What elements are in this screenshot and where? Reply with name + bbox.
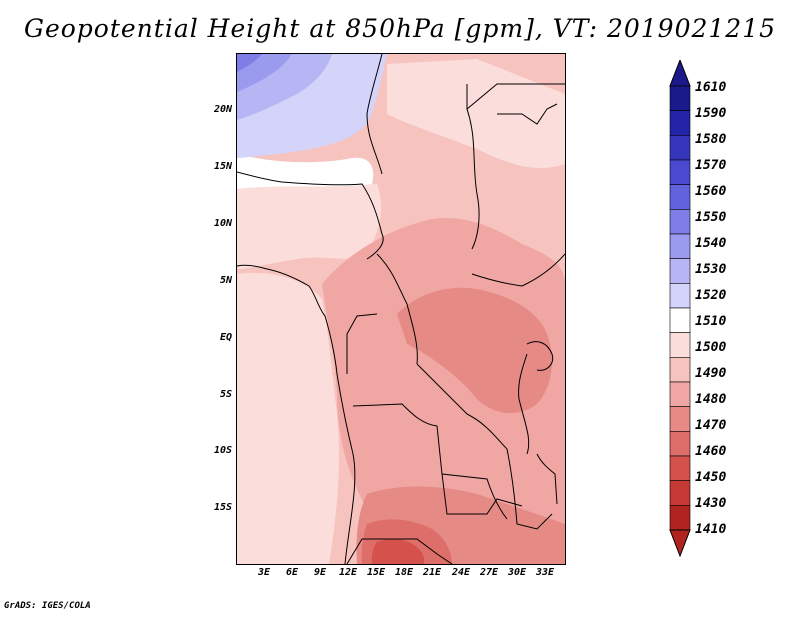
colorbar-label: 1580 [695, 132, 727, 147]
field-1450 [371, 538, 425, 564]
tanzania-border [506, 448, 553, 530]
lat-label-10n: 10N [213, 218, 232, 229]
field-1500-northeast [387, 59, 565, 169]
field-1470-central [397, 287, 553, 414]
colorbar-label: 1480 [695, 392, 727, 407]
map-panel [236, 53, 566, 565]
colorbar-label: 1570 [695, 158, 727, 173]
colorbar-label: 1560 [695, 184, 727, 199]
lon-label-27e: 27E [479, 567, 499, 578]
geopotential-field [237, 54, 565, 564]
lon-label-12e: 12E [338, 567, 358, 578]
lat-label-15s: 15S [213, 502, 232, 513]
lon-label-15e: 15E [366, 567, 386, 578]
lon-label-30e: 30E [507, 567, 527, 578]
lake-tanganyika [518, 353, 530, 455]
colorbar-label: 1430 [695, 496, 727, 511]
colorbar-label: 1470 [695, 418, 727, 433]
colorbar-top-arrow [669, 60, 691, 87]
field-1500-north [237, 174, 382, 269]
lat-label-eq: EQ [219, 332, 232, 343]
lake-malawi [536, 453, 558, 505]
ethiopia-border [497, 103, 558, 125]
gabon-border [346, 313, 378, 374]
colorbar-label: 1410 [695, 522, 727, 537]
colorbar [669, 60, 691, 558]
colorbar-segment [669, 110, 691, 136]
congo-border [416, 363, 508, 450]
colorbar-label: 1610 [695, 80, 727, 95]
colorbar-segment [669, 480, 691, 506]
field-1500-west [237, 272, 340, 564]
angola-border [352, 403, 508, 520]
lon-label-6e: 6E [285, 567, 299, 578]
east-border [471, 253, 565, 287]
lat-label-5n: 5N [219, 275, 232, 286]
colorbar-segment [669, 431, 691, 457]
sahel-border [237, 171, 384, 260]
colorbar-label: 1460 [695, 444, 727, 459]
colorbar-segment [669, 332, 691, 358]
colorbar-label: 1490 [695, 366, 727, 381]
colorbar-segment [669, 233, 691, 259]
colorbar-label: 1500 [695, 340, 727, 355]
lon-label-9e: 9E [313, 567, 327, 578]
country-borders [237, 54, 565, 564]
colorbar-segments [669, 85, 691, 531]
lon-label-33e: 33E [535, 567, 555, 578]
lon-label-21e: 21E [422, 567, 442, 578]
colorbar-segment [669, 406, 691, 432]
colorbar-segment [669, 258, 691, 284]
colorbar-label: 1590 [695, 106, 727, 121]
lon-label-3e: 3E [257, 567, 271, 578]
colorbar-segment [669, 307, 691, 333]
colorbar-segment [669, 283, 691, 309]
zambia-border [441, 473, 523, 515]
colorbar-segment [669, 184, 691, 210]
colorbar-label: 1550 [695, 210, 727, 225]
colorbar-label: 1510 [695, 314, 727, 329]
colorbar-segment [669, 135, 691, 161]
colorbar-label: 1530 [695, 262, 727, 277]
colorbar-label: 1450 [695, 470, 727, 485]
colorbar-segment [669, 455, 691, 481]
colorbar-label: 1520 [695, 288, 727, 303]
west-coastline [237, 264, 356, 564]
lon-label-24e: 24E [451, 567, 471, 578]
footer-credit: GrADS: IGES/COLA [4, 601, 91, 611]
colorbar-segment [669, 159, 691, 185]
colorbar-segment [669, 209, 691, 235]
field-1480 [322, 218, 565, 533]
lake-victoria [526, 341, 554, 371]
namibia-border [346, 538, 453, 564]
northern-border-west [366, 54, 383, 175]
lat-label-5s: 5S [219, 389, 232, 400]
lat-label-10s: 10S [213, 445, 232, 456]
lat-label-15n: 15N [213, 161, 232, 172]
colorbar-label: 1540 [695, 236, 727, 251]
sudan-border [466, 108, 480, 250]
colorbar-segment [669, 381, 691, 407]
colorbar-segment [669, 357, 691, 383]
lat-label-20n: 20N [213, 104, 232, 115]
northern-border-east [466, 83, 565, 111]
colorbar-bottom-arrow [669, 529, 691, 558]
central-border [376, 253, 418, 365]
lon-label-18e: 18E [394, 567, 414, 578]
colorbar-segment [669, 505, 691, 531]
colorbar-segment [669, 85, 691, 111]
chart-title: Geopotential Height at 850hPa [gpm], VT:… [23, 14, 777, 43]
field-1550 [237, 54, 262, 72]
